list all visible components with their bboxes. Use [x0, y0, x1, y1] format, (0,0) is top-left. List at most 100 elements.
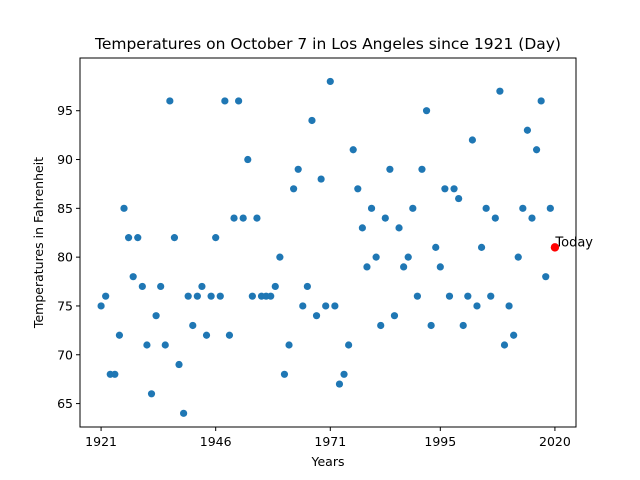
- data-point: [409, 204, 417, 212]
- y-tick-label: 70: [57, 347, 73, 362]
- data-point: [193, 292, 201, 300]
- data-point: [299, 302, 307, 310]
- data-point: [175, 360, 183, 369]
- data-point: [129, 273, 137, 281]
- data-point: [482, 204, 490, 212]
- plot-area: [79, 57, 577, 428]
- data-point: [363, 263, 371, 271]
- data-point: [184, 292, 192, 300]
- data-point: [161, 341, 169, 349]
- data-point: [180, 409, 188, 417]
- data-point: [102, 292, 110, 300]
- data-point: [546, 204, 554, 212]
- data-point: [230, 214, 238, 222]
- data-point: [345, 341, 353, 349]
- y-tick-label: 85: [57, 201, 73, 216]
- y-tick-label: 65: [57, 396, 73, 411]
- data-point: [496, 87, 504, 95]
- data-point: [111, 370, 119, 378]
- data-point: [386, 165, 394, 173]
- data-point: [473, 302, 481, 310]
- y-axis-ticks: 65 70 75 80 85 90 95: [57, 103, 80, 411]
- data-point: [404, 253, 412, 261]
- data-point: [491, 214, 499, 222]
- chart-title: Temperatures on October 7 in Los Angeles…: [94, 35, 561, 53]
- data-point: [422, 107, 431, 115]
- y-tick-label: 80: [57, 250, 73, 265]
- data-points: [97, 77, 560, 417]
- data-point: [519, 204, 527, 212]
- data-point: [510, 331, 518, 339]
- data-point: [335, 380, 344, 388]
- data-point: [326, 77, 334, 86]
- data-point: [138, 282, 146, 291]
- data-point: [436, 263, 444, 271]
- data-point: [477, 243, 486, 251]
- data-point: [244, 155, 252, 164]
- y-tick-label: 90: [57, 152, 73, 167]
- data-point: [455, 194, 463, 203]
- data-point: [505, 302, 513, 310]
- data-point: [294, 165, 302, 173]
- data-point: [143, 341, 151, 349]
- data-point: [285, 341, 293, 349]
- data-point: [235, 97, 243, 105]
- data-point: [202, 331, 211, 339]
- today-point: [550, 243, 560, 252]
- data-point: [267, 292, 275, 300]
- data-point: [542, 273, 550, 281]
- data-point: [225, 331, 234, 339]
- data-point: [381, 214, 389, 222]
- x-tick-label: 1946: [200, 434, 232, 449]
- x-axis-ticks: 1921 1946 1971 1995 2020: [85, 427, 571, 449]
- x-tick-label: 1995: [424, 434, 456, 449]
- data-point: [441, 185, 449, 193]
- data-point: [528, 214, 536, 222]
- data-point: [312, 312, 321, 320]
- data-point: [221, 97, 229, 105]
- data-point: [189, 321, 197, 330]
- data-point: [239, 214, 247, 222]
- data-point: [207, 292, 215, 300]
- data-point: [170, 234, 179, 242]
- data-point: [377, 321, 385, 330]
- data-point: [500, 341, 509, 349]
- data-point: [271, 282, 279, 291]
- data-point: [537, 97, 545, 105]
- data-point: [487, 292, 495, 300]
- data-point: [124, 234, 133, 242]
- data-point: [450, 185, 458, 193]
- data-point: [97, 302, 105, 310]
- data-point: [147, 390, 156, 398]
- data-point: [400, 263, 408, 271]
- data-point: [367, 204, 376, 212]
- data-point: [432, 243, 440, 251]
- data-point: [216, 292, 224, 300]
- data-point: [390, 312, 399, 320]
- data-point: [331, 302, 339, 310]
- data-point: [115, 331, 124, 339]
- x-tick-label: 1971: [314, 434, 346, 449]
- y-axis-label: Temperatures in Fahrenheit: [31, 157, 46, 329]
- data-point: [413, 292, 421, 300]
- y-tick-label: 75: [57, 298, 73, 313]
- data-point: [134, 234, 142, 242]
- data-point: [280, 370, 289, 378]
- data-point: [276, 253, 284, 261]
- data-point: [514, 253, 522, 261]
- data-point: [120, 204, 128, 212]
- data-point: [340, 370, 348, 378]
- y-tick-label: 95: [57, 103, 73, 118]
- data-point: [152, 312, 160, 320]
- today-annotation: Today: [554, 235, 593, 250]
- data-point: [157, 282, 165, 291]
- data-point: [303, 282, 311, 291]
- data-point: [248, 292, 256, 300]
- data-point: [358, 224, 366, 232]
- x-tick-label: 2020: [539, 434, 571, 449]
- data-point: [349, 146, 357, 154]
- data-point: [290, 185, 298, 193]
- data-point: [317, 175, 325, 183]
